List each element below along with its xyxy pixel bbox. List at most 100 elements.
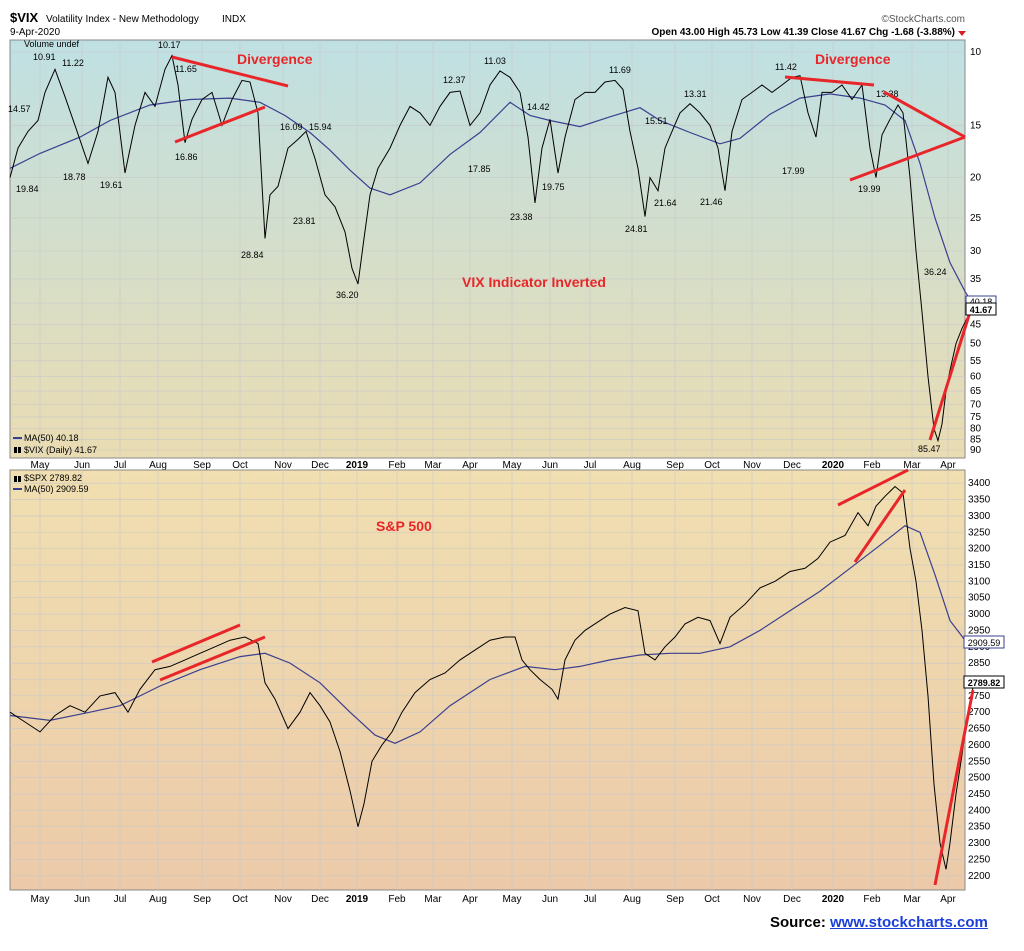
vix-y-tick-label: 45 — [970, 319, 982, 330]
spx-trend-line-lower-1 — [159, 635, 266, 682]
vix-value-label: 14.57 — [8, 104, 31, 114]
spx-x-tick-label: Dec — [783, 894, 801, 905]
copyright-label: ©StockCharts.com — [881, 14, 965, 25]
spx-y-tick-label: 3250 — [968, 527, 991, 538]
source-credit: Source: www.stockcharts.com — [770, 914, 988, 931]
spx-x-tick-label: Mar — [424, 894, 442, 905]
vix-x-axis: May Jun Jul Aug Sep Oct Nov Dec 2019 Feb Mar Apr May… — [31, 460, 957, 471]
vix-x-tick-label: Nov — [743, 460, 761, 471]
divergence-line-upper-1 — [171, 55, 289, 88]
spx-trend-line-upper-1 — [151, 623, 241, 664]
spx-y-tick-label: 2600 — [968, 740, 991, 751]
spx-x-tick-label: Aug — [623, 894, 641, 905]
spx-title: S&P 500 — [376, 518, 432, 534]
vix-close-last-value: 41.67 — [970, 305, 993, 315]
vix-value-label: 19.61 — [100, 180, 123, 190]
vix-y-tick-label: 30 — [970, 246, 982, 257]
exchange-label: INDX — [222, 14, 246, 25]
vix-value-label: 13.31 — [684, 89, 707, 99]
chart-header: $VIX Volatility Index - New Methodology … — [10, 10, 966, 38]
spx-legend-price: $SPX 2789.82 — [24, 473, 82, 483]
vix-value-label: 16.86 — [175, 152, 198, 162]
vix-value-label: 19.75 — [542, 182, 565, 192]
source-link[interactable]: www.stockcharts.com — [830, 914, 988, 931]
spx-trend-line-lower-2 — [853, 489, 907, 563]
spx-close-last-box — [963, 675, 1005, 689]
vix-y-tick-label: 85 — [970, 435, 982, 446]
spx-y-tick-label: 2400 — [968, 805, 991, 816]
divergence-line-upper-2 — [784, 75, 875, 87]
vix-value-label: 15.94 — [309, 122, 332, 132]
spx-x-tick-label: 2020 — [822, 894, 845, 905]
vix-recovery-line — [928, 311, 972, 441]
vix-title: VIX Indicator Inverted — [462, 274, 606, 290]
vix-value-label: 18.78 — [63, 172, 86, 182]
vix-x-tick-label: Apr — [940, 460, 956, 471]
spx-trend-line-upper-2 — [837, 468, 909, 507]
spx-plot-area — [9, 469, 966, 891]
spx-y-tick-label: 2300 — [968, 838, 991, 849]
spx-close-last-value: 2789.82 — [968, 678, 1001, 688]
spx-x-tick-label: Sep — [666, 894, 684, 905]
vix-ma-last-value: 40.18 — [970, 297, 993, 307]
vix-x-tick-label: Jun — [74, 460, 90, 471]
vix-close-last-box — [965, 302, 997, 316]
spx-y-tick-label: 2750 — [968, 691, 991, 702]
vix-x-tick-label: Sep — [193, 460, 211, 471]
spx-y-tick-label: 2200 — [968, 871, 991, 882]
vix-value-label: 23.38 — [510, 212, 533, 222]
spx-x-tick-label: Jun — [542, 894, 558, 905]
spx-x-tick-label: Jun — [74, 894, 90, 905]
vix-ma50-line — [9, 93, 974, 305]
spx-ma50-line — [9, 525, 975, 744]
vix-value-label: 17.85 — [468, 164, 491, 174]
spx-y-tick-label: 3200 — [968, 544, 991, 555]
symbol-label: $VIX — [10, 10, 39, 25]
spx-ma-last-box — [963, 635, 1005, 649]
vix-x-tick-label: 2019 — [346, 460, 369, 471]
vix-value-label: 21.64 — [654, 198, 677, 208]
vix-value-label: 21.46 — [700, 197, 723, 207]
spx-x-tick-label: Mar — [903, 894, 921, 905]
spx-y-tick-label: 3050 — [968, 593, 991, 604]
down-triangle-icon — [958, 31, 966, 36]
vix-y-tick-label: 75 — [970, 412, 982, 423]
spx-x-tick-label: Nov — [743, 894, 761, 905]
vix-value-label: 24.81 — [625, 224, 648, 234]
spx-x-tick-label: Apr — [462, 894, 478, 905]
vix-legend-ma: MA(50) 40.18 — [24, 433, 79, 443]
vix-value-label: 85.47 — [918, 444, 941, 454]
vix-y-tick-label: 55 — [970, 356, 982, 367]
spx-x-tick-label: May — [503, 894, 522, 905]
divergence-label-1: Divergence — [237, 51, 313, 67]
spx-x-axis: May Jun Jul Aug Sep Oct Nov Dec 2019 Feb Mar Apr May… — [31, 894, 957, 905]
spx-x-tick-label: Jul — [584, 894, 597, 905]
spx-y-tick-label: 2850 — [968, 658, 991, 669]
vix-x-tick-label: 2020 — [822, 460, 845, 471]
vix-x-tick-label: Mar — [424, 460, 442, 471]
vix-value-label: 16.09 — [280, 122, 303, 132]
vix-x-tick-label: Jul — [584, 460, 597, 471]
vix-value-label: 11.03 — [484, 56, 506, 66]
source-prefix: Source: — [770, 914, 831, 931]
spx-x-tick-label: Feb — [388, 894, 406, 905]
vix-legend-close: $VIX (Daily) 41.67 — [24, 445, 97, 455]
vix-value-label: 10.91 — [33, 52, 56, 62]
candle-icon — [14, 447, 21, 453]
spx-x-tick-label: Sep — [193, 894, 211, 905]
divergence-line-lower-1 — [174, 105, 266, 144]
vix-y-tick-label: 15 — [970, 120, 982, 131]
vix-value-label: 12.37 — [443, 75, 466, 85]
divergence-line-lower-2 — [849, 135, 966, 182]
date-label: 9-Apr-2020 — [10, 27, 60, 38]
spx-y-tick-label: 2450 — [968, 789, 991, 800]
vix-x-tick-label: Dec — [311, 460, 329, 471]
vix-x-tick-label: Nov — [274, 460, 292, 471]
spx-price-line — [9, 485, 975, 870]
vix-y-tick-label: 60 — [970, 372, 982, 383]
vix-value-label: 14.42 — [527, 102, 550, 112]
vix-plot-area — [9, 39, 966, 459]
divergence-label-2: Divergence — [815, 51, 891, 67]
spx-y-tick-label: 2950 — [968, 625, 991, 636]
spx-grid — [10, 470, 965, 890]
